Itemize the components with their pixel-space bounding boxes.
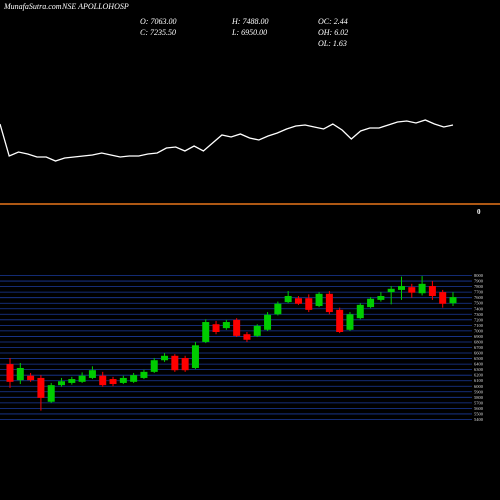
y-tick-label: 6000 [474,384,484,389]
y-tick-label: 6600 [474,351,484,356]
y-tick-label: 6800 [474,339,484,344]
candle-body [418,283,426,294]
candle-body [47,385,55,402]
candle-body [233,319,241,336]
candle-body [58,381,66,386]
y-tick-label: 7500 [474,301,484,306]
y-tick-label: 7100 [474,323,484,328]
candle-body [181,358,189,371]
candle-body [264,314,272,330]
y-tick-label: 5400 [474,417,484,422]
candle-body [109,379,117,385]
candle-body [377,296,385,300]
candle-body [161,355,169,361]
candle-body [27,375,35,381]
y-tick-label: 7600 [474,295,484,300]
candle-body [119,377,127,383]
y-tick-label: 6300 [474,367,484,372]
y-tick-label: 7000 [474,328,484,333]
y-tick-label: 5800 [474,395,484,400]
candle-body [387,288,395,293]
ohlc-stat: C: 7235.50 [140,28,176,37]
symbol: NSE APOLLOHOSP [61,2,129,11]
candle-body [449,297,457,304]
candle-body [222,322,230,329]
candle-body [439,292,447,304]
candle-body [397,286,405,290]
candle-body [68,379,76,383]
ohlc-stat: L: 6950.00 [231,28,267,37]
ohlc-stat: OL: 1.63 [318,39,347,48]
candle-body [428,286,436,297]
y-tick-label: 7700 [474,290,484,295]
candle-body [140,371,148,378]
candle-body [6,364,14,382]
candle-body [243,334,251,340]
candle-body [16,367,24,381]
candle-body [88,370,96,378]
candle-body [37,377,45,398]
candle-body [367,298,375,308]
candle-body [336,309,344,332]
price-line [0,119,454,162]
candle-body [212,324,220,332]
y-tick-label: 5700 [474,400,484,405]
y-tick-label: 5600 [474,406,484,411]
candle-body [284,296,292,303]
y-tick-label: 5900 [474,389,484,394]
candle-body [408,287,416,293]
y-tick-label: 7800 [474,284,484,289]
candle-body [171,355,179,371]
y-tick-label: 7900 [474,279,484,284]
y-tick-label: 6900 [474,334,484,339]
candle-body [356,304,364,319]
y-tick-label: 6500 [474,356,484,361]
candle-body [294,298,302,304]
candle-body [305,298,313,310]
site-name: MunafaSutra.com [3,2,62,11]
y-tick-label: 8000 [474,273,484,278]
y-tick-label: 7200 [474,317,484,322]
candle-body [99,375,107,386]
candle-body [130,375,138,382]
candle-body [191,345,199,368]
y-tick-label: 7400 [474,306,484,311]
candle-body [253,325,261,336]
y-tick-label: 6400 [474,362,484,367]
signal-label: 0 [477,208,481,216]
candle-body [315,293,323,306]
ohlc-stat: OH: 6.02 [318,28,348,37]
candle-body [274,303,282,315]
candle-body [78,375,86,382]
candle-body [346,314,354,330]
y-tick-label: 6100 [474,378,484,383]
ohlc-stat: O: 7063.00 [140,17,176,26]
y-tick-label: 7300 [474,312,484,317]
y-tick-label: 6700 [474,345,484,350]
ohlc-stat: OC: 2.44 [318,17,348,26]
y-tick-label: 6200 [474,373,484,378]
candle-body [150,360,158,372]
candle-body [202,322,210,342]
y-tick-label: 5500 [474,411,484,416]
candle-body [325,293,333,313]
ohlc-stat: H: 7488.00 [231,17,268,26]
